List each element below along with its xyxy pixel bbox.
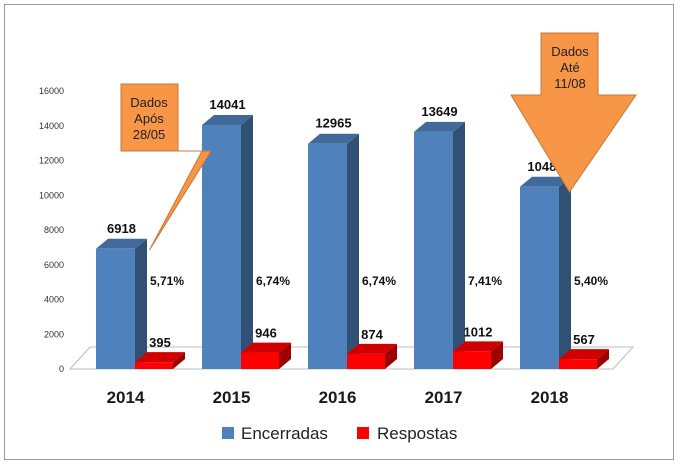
- bar-encerradas-2015: [202, 115, 253, 369]
- chart-frame: [4, 4, 674, 460]
- annotation-text-2018-0: Dados: [551, 44, 589, 59]
- annotation-text-2014-2: 28/05: [133, 127, 166, 142]
- y-tick-label-4: 8000: [44, 225, 64, 235]
- percent-label-2018: 5,40%: [574, 274, 608, 288]
- bars: [96, 115, 609, 369]
- value-label-encerradas-2017: 13649: [421, 104, 457, 119]
- bar-respostas-2018: [559, 349, 609, 369]
- percent-label-2017: 7,41%: [468, 274, 502, 288]
- y-tick-label-5: 10000: [39, 190, 64, 200]
- value-label-respostas-2018: 567: [573, 332, 595, 347]
- value-label-respostas-2014: 395: [149, 335, 171, 350]
- legend: Encerradas Respostas: [222, 424, 457, 443]
- bar-encerradas-2016: [308, 133, 359, 369]
- y-tick-label-2: 4000: [44, 295, 64, 305]
- percent-label-2014: 5,71%: [150, 274, 184, 288]
- value-label-encerradas-2015: 14041: [209, 97, 245, 112]
- legend-label-encerradas: Encerradas: [241, 424, 328, 443]
- x-tick-label-2018: 2018: [531, 388, 569, 407]
- y-axis: 0 2000 4000 6000 8000 10000 12000 14000 16000: [39, 86, 64, 374]
- bar-respostas-2017: [453, 341, 503, 369]
- bar-encerradas-2017: [414, 121, 465, 369]
- percent-label-2016: 6,74%: [362, 274, 396, 288]
- y-tick-label-3: 6000: [44, 260, 64, 270]
- value-label-respostas-2015: 946: [255, 326, 277, 341]
- value-label-encerradas-2014: 6918: [107, 221, 136, 236]
- bar-respostas-2016: [347, 343, 397, 369]
- y-tick-label-1: 2000: [44, 329, 64, 339]
- value-label-encerradas-2016: 12965: [315, 116, 351, 131]
- percent-label-2015: 6,74%: [256, 274, 290, 288]
- annotation-text-2018-2: 11/08: [554, 76, 586, 91]
- y-tick-label-6: 12000: [39, 156, 64, 166]
- annotation-text-2014-0: Dados: [130, 95, 168, 110]
- x-tick-label-2016: 2016: [319, 388, 357, 407]
- legend-label-respostas: Respostas: [377, 424, 457, 443]
- y-tick-label-7: 14000: [39, 121, 64, 131]
- bar-encerradas-2018: [520, 176, 571, 369]
- value-label-respostas-2016: 874: [361, 327, 383, 342]
- legend-swatch-respostas: [357, 427, 369, 439]
- bar-respostas-2014: [135, 352, 185, 369]
- bar-encerradas-2014: [96, 238, 147, 369]
- annotation-text-2014-1: Após: [134, 111, 164, 126]
- bar-respostas-2015: [241, 342, 291, 369]
- x-tick-label-2017: 2017: [425, 388, 463, 407]
- value-label-respostas-2017: 1012: [464, 324, 493, 339]
- x-tick-label-2015: 2015: [213, 388, 251, 407]
- x-tick-label-2014: 2014: [107, 388, 145, 407]
- y-tick-label-0: 0: [59, 364, 64, 374]
- y-tick-label-8: 16000: [39, 86, 64, 96]
- legend-swatch-encerradas: [222, 427, 234, 439]
- annotation-text-2018-1: Até: [560, 60, 580, 75]
